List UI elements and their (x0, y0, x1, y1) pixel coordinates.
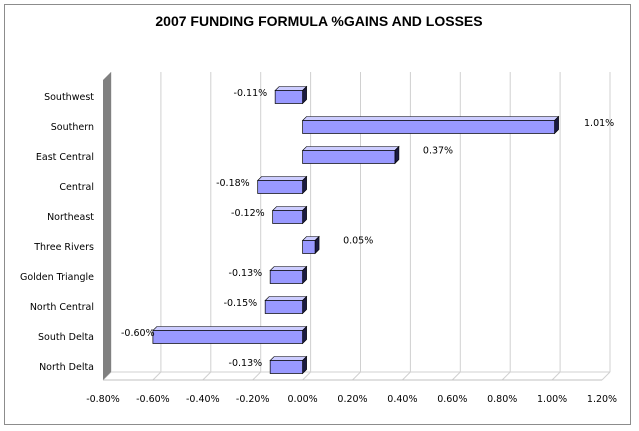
category-label: Southwest (44, 92, 94, 103)
data-label: 0.37% (423, 146, 453, 157)
category-label: South Delta (38, 332, 94, 343)
data-label: -0.12% (231, 208, 265, 219)
bars (152, 85, 560, 375)
x-tick-label: 0.80% (487, 394, 517, 405)
bar (301, 145, 400, 165)
bar-front (272, 210, 303, 224)
x-tick-label: 1.00% (537, 394, 567, 405)
bar (301, 115, 560, 135)
floor-gridline (202, 371, 212, 381)
bar-front (269, 360, 303, 374)
x-tick-label: 0.40% (387, 394, 417, 405)
bar-front (274, 90, 303, 104)
data-labels: -0.11% 1.01% 0.37% -0.18% -0.12% 0.05% -0.13% -… (121, 88, 614, 369)
floor-gridline (451, 371, 461, 381)
floor-gridline (302, 371, 311, 381)
category-label: Golden Triangle (20, 272, 94, 283)
bar (269, 265, 308, 285)
bar-front (269, 270, 303, 284)
data-label: -0.15% (224, 298, 258, 309)
x-tick-label: 0.60% (437, 394, 467, 405)
bar-top (271, 206, 308, 211)
bar (271, 205, 308, 225)
bar (301, 235, 320, 255)
bar-front (302, 120, 555, 134)
floor-gridline (601, 371, 611, 381)
floor-gridline (551, 371, 561, 381)
bar (274, 85, 308, 105)
chart-title: 2007 FUNDING FORMULA %GAINS AND LOSSES (155, 13, 482, 29)
data-label: 1.01% (584, 118, 614, 129)
floor-gridline (152, 371, 162, 381)
bar-front (302, 150, 396, 164)
category-label: Central (59, 182, 94, 193)
category-label: East Central (36, 152, 94, 163)
category-label: North Central (30, 302, 94, 313)
bar-top (269, 266, 308, 271)
bar-front (264, 300, 303, 314)
x-tick-label: -0.60% (136, 394, 170, 405)
bar-front (302, 240, 316, 254)
bar-top (301, 146, 400, 151)
bar (152, 325, 308, 345)
floor-gridline (501, 371, 511, 381)
y-axis-wall (103, 72, 111, 380)
category-labels: Southwest Southern East Central Central Nort… (20, 92, 94, 373)
floor-gridline (352, 371, 361, 381)
x-tick-label: 0.00% (288, 394, 318, 405)
category-label: Southern (51, 122, 94, 133)
bar (256, 175, 308, 195)
bar-top (256, 176, 308, 181)
data-label: -0.11% (234, 88, 268, 99)
data-label: -0.18% (216, 178, 250, 189)
x-tick-label: -0.20% (236, 394, 270, 405)
bar-top (301, 116, 560, 121)
category-label: Northeast (47, 212, 94, 223)
floor-gridline (252, 371, 262, 381)
data-label: -0.13% (229, 268, 263, 279)
bar-top (264, 296, 308, 301)
category-label: North Delta (39, 362, 94, 373)
bar (264, 295, 308, 315)
category-label: Three Rivers (33, 242, 94, 253)
data-label: -0.13% (229, 358, 263, 369)
floor-gridline (402, 371, 411, 381)
bar-front (152, 330, 303, 344)
x-tick-label: 1.20% (587, 394, 617, 405)
data-label: 0.05% (343, 236, 373, 247)
bar-top (274, 86, 308, 91)
axis-wall (103, 72, 111, 380)
bar-top (152, 326, 308, 331)
x-tick-label: 0.20% (337, 394, 367, 405)
data-label: -0.60% (121, 328, 155, 339)
bar-front (257, 180, 303, 194)
bar-top (269, 356, 308, 361)
x-axis-ticks: -0.80% -0.60% -0.40% -0.20% 0.00% 0.20% 0.40% 0… (86, 394, 617, 405)
x-tick-label: -0.80% (86, 394, 120, 405)
x-tick-label: -0.40% (186, 394, 220, 405)
bar (269, 355, 308, 375)
